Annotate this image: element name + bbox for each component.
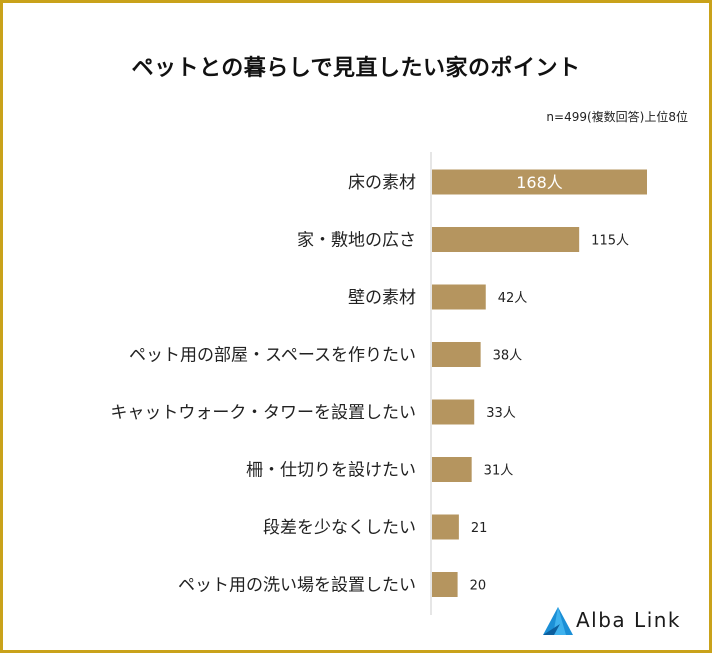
sample-note: n=499(複数回答)上位8位: [546, 110, 688, 124]
brand-logo: Alba Link: [540, 604, 700, 638]
category-label: 壁の素材: [348, 288, 416, 308]
data-label: 31人: [484, 464, 514, 479]
category-label: ペット用の洗い場を設置したい: [178, 576, 416, 596]
bar: [432, 284, 486, 310]
bar: [432, 457, 472, 482]
data-label: 33人: [486, 406, 516, 421]
bar: [432, 514, 459, 540]
data-label: 42人: [498, 291, 528, 306]
category-label: キャットウォーク・タワーを設置したい: [110, 403, 416, 423]
data-label: 20: [470, 579, 487, 594]
category-label: 家・敷地の広さ: [297, 231, 416, 251]
chart-title: ペットとの暮らしで見直したい家のポイント: [131, 56, 581, 81]
data-label: 38人: [493, 349, 523, 364]
bar: [432, 572, 458, 597]
data-label: 168人: [516, 173, 563, 192]
category-label: 柵・仕切りを設けたい: [246, 461, 416, 481]
category-label: 段差を少なくしたい: [263, 518, 416, 538]
data-label: 115人: [591, 234, 629, 249]
data-label: 21: [471, 521, 488, 536]
category-label: ペット用の部屋・スペースを作りたい: [129, 346, 416, 366]
bar: [432, 399, 475, 425]
brand-name: Alba Link: [576, 608, 682, 632]
bar: [432, 227, 580, 252]
bar: [432, 342, 481, 367]
bar: [432, 169, 647, 195]
category-label: 床の素材: [348, 173, 416, 193]
alba-link-logo-icon: [543, 607, 573, 635]
